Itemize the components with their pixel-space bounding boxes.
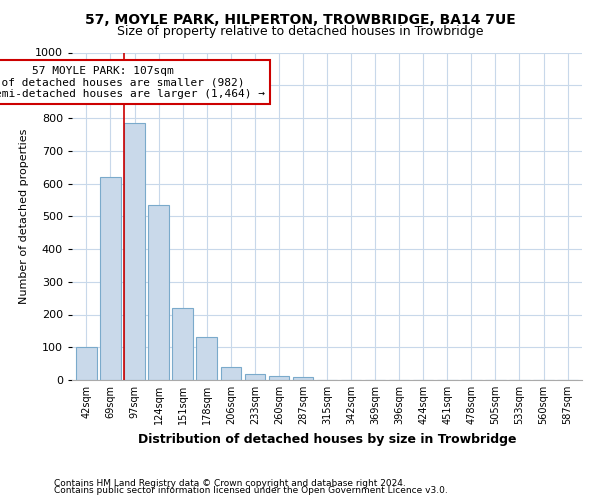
X-axis label: Distribution of detached houses by size in Trowbridge: Distribution of detached houses by size … [138, 432, 516, 446]
Text: Contains public sector information licensed under the Open Government Licence v3: Contains public sector information licen… [54, 486, 448, 495]
Text: 57 MOYLE PARK: 107sqm
← 40% of detached houses are smaller (982)
59% of semi-det: 57 MOYLE PARK: 107sqm ← 40% of detached … [0, 66, 265, 99]
Y-axis label: Number of detached properties: Number of detached properties [19, 128, 29, 304]
Bar [269, 376, 289, 380]
Bar [196, 338, 217, 380]
Bar [148, 205, 169, 380]
Text: Contains HM Land Registry data © Crown copyright and database right 2024.: Contains HM Land Registry data © Crown c… [54, 478, 406, 488]
Bar [172, 308, 193, 380]
Bar [293, 376, 313, 380]
Text: Size of property relative to detached houses in Trowbridge: Size of property relative to detached ho… [117, 25, 483, 38]
Bar [221, 367, 241, 380]
Bar [100, 177, 121, 380]
Bar [245, 374, 265, 380]
Bar [76, 347, 97, 380]
Text: 57, MOYLE PARK, HILPERTON, TROWBRIDGE, BA14 7UE: 57, MOYLE PARK, HILPERTON, TROWBRIDGE, B… [85, 12, 515, 26]
Bar [124, 123, 145, 380]
